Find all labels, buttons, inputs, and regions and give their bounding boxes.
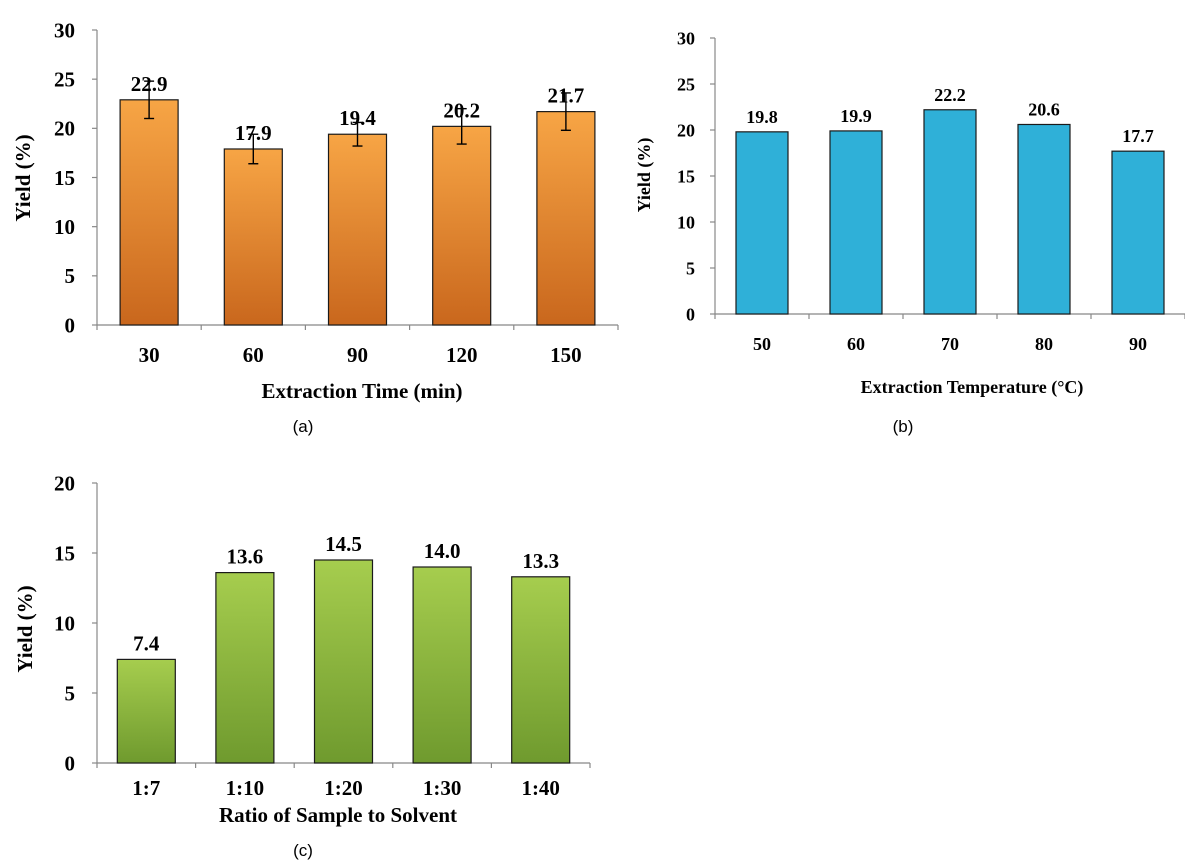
data-label: 21.7 xyxy=(548,84,585,108)
y-tick-label: 30 xyxy=(677,28,695,48)
data-label: 20.2 xyxy=(443,98,480,122)
bar-70 xyxy=(923,109,977,315)
x-tick-label: 50 xyxy=(753,334,771,354)
x-tick-label: 30 xyxy=(139,343,160,367)
x-tick-label: 1:7 xyxy=(132,776,160,800)
y-tick-label: 5 xyxy=(65,681,76,705)
x-tick-label: 1:20 xyxy=(324,776,363,800)
y-tick-label: 15 xyxy=(677,166,695,186)
y-tick-label: 5 xyxy=(65,264,76,288)
panel-caption-c: (c) xyxy=(293,841,313,860)
data-label: 17.7 xyxy=(1122,126,1154,146)
x-axis-label: Extraction Temperature (°C) xyxy=(861,377,1084,398)
y-tick-label: 10 xyxy=(54,611,75,635)
bar-90 xyxy=(327,133,388,326)
bar-90 xyxy=(1111,150,1165,315)
y-tick-label: 10 xyxy=(54,215,75,239)
bar-1:40 xyxy=(511,576,571,764)
y-tick-label: 20 xyxy=(54,117,75,141)
bar-1:20 xyxy=(313,559,374,764)
data-label: 22.2 xyxy=(934,85,966,105)
x-tick-label: 1:10 xyxy=(226,776,265,800)
y-tick-label: 10 xyxy=(677,212,695,232)
x-tick-label: 60 xyxy=(847,334,865,354)
bar-80 xyxy=(1017,123,1071,315)
bar-150 xyxy=(536,111,596,326)
data-label: 19.4 xyxy=(339,106,376,130)
y-axis-label: Yield (%) xyxy=(634,138,655,213)
x-tick-label: 70 xyxy=(941,334,959,354)
data-label: 20.6 xyxy=(1028,99,1060,119)
x-tick-label: 1:40 xyxy=(521,776,560,800)
bar-50 xyxy=(735,131,789,315)
data-label: 7.4 xyxy=(133,631,160,655)
data-label: 13.6 xyxy=(227,545,264,569)
x-axis-label: Ratio of Sample to Solvent xyxy=(219,803,457,827)
bar-60 xyxy=(223,148,283,326)
data-label: 22.9 xyxy=(131,72,168,96)
y-tick-label: 0 xyxy=(65,751,76,775)
y-tick-label: 0 xyxy=(65,313,76,337)
chart-extraction-temperature: 0 5 10 15 20 25 30 19.8 50 19.9 60 22.2 70 20.6 80 17.7… xyxy=(634,28,1185,436)
data-label: 13.3 xyxy=(522,549,559,573)
bar-1:7 xyxy=(116,658,176,764)
x-tick-label: 80 xyxy=(1035,334,1053,354)
bar-60 xyxy=(829,130,883,315)
bar-30 xyxy=(119,99,179,326)
x-tick-label: 90 xyxy=(347,343,368,367)
y-tick-label: 15 xyxy=(54,166,75,190)
x-tick-label: 60 xyxy=(243,343,264,367)
x-tick-label: 120 xyxy=(446,343,478,367)
bar-120 xyxy=(432,125,492,326)
x-axis-label: Extraction Time (min) xyxy=(261,379,462,403)
y-tick-label: 20 xyxy=(677,120,695,140)
y-tick-label: 5 xyxy=(686,258,695,278)
panel-caption-a: (a) xyxy=(293,417,314,436)
chart-sample-solvent-ratio: 0 5 10 15 20 7.4 1:7 13.6 1:10 14.5 1:20 14.0 1:30 13… xyxy=(13,471,591,860)
y-axis-label: Yield (%) xyxy=(11,134,35,221)
data-label: 17.9 xyxy=(235,121,272,145)
y-tick-label: 30 xyxy=(54,18,75,42)
chart-extraction-time: 0 5 10 15 20 25 30 22.9 30 17.9 60 19.4 90 20.2 120 21.… xyxy=(11,18,619,436)
data-label: 19.9 xyxy=(840,106,872,126)
bar-1:30 xyxy=(412,566,472,764)
bar-1:10 xyxy=(215,571,275,764)
data-label: 14.5 xyxy=(325,532,362,556)
x-tick-label: 150 xyxy=(550,343,582,367)
panel-caption-b: (b) xyxy=(893,417,914,436)
y-tick-label: 0 xyxy=(686,304,695,324)
x-tick-label: 1:30 xyxy=(423,776,462,800)
data-label: 14.0 xyxy=(424,539,461,563)
x-tick-label: 90 xyxy=(1129,334,1147,354)
y-tick-label: 20 xyxy=(54,471,75,495)
y-axis-label: Yield (%) xyxy=(13,585,37,672)
data-label: 19.8 xyxy=(746,107,778,127)
y-tick-label: 25 xyxy=(677,74,695,94)
y-tick-label: 25 xyxy=(54,68,75,92)
y-tick-label: 15 xyxy=(54,541,75,565)
